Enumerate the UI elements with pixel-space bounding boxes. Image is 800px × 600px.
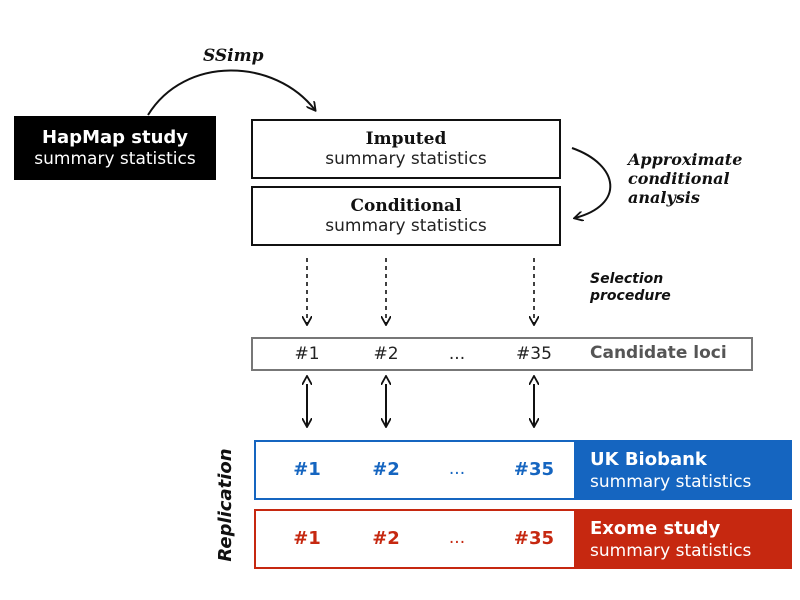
exome-row (254, 509, 578, 569)
exome-item-1: #1 (293, 528, 321, 549)
ukbiobank-item-ellipsis: ... (448, 459, 466, 479)
conditional-title: Conditional (350, 195, 462, 216)
exome-item-2: #2 (372, 528, 400, 549)
ukbiobank-label-box: UK Biobank summary statistics (574, 440, 792, 500)
ukbiobank-item-2: #2 (372, 459, 400, 480)
conditional-subtitle: summary statistics (325, 216, 487, 236)
approx-line-1: Approximate (628, 150, 743, 169)
hapmap-title: HapMap study (41, 127, 189, 148)
ssimp-arrow (147, 69, 315, 116)
exome-subtitle: summary statistics (590, 541, 752, 562)
selection-line-2: procedure (590, 287, 671, 304)
exome-item-ellipsis: ... (448, 528, 466, 548)
ukbiobank-subtitle: summary statistics (590, 472, 752, 493)
ssimp-label: SSimp (203, 46, 264, 66)
approx-label: Approximate conditional analysis (628, 150, 742, 208)
approx-arrow (571, 147, 612, 218)
imputed-title: Imputed (365, 128, 447, 149)
ukbiobank-title: UK Biobank (590, 449, 707, 470)
imputed-subtitle: summary statistics (325, 149, 487, 169)
exome-title: Exome study (590, 518, 721, 539)
imputed-box: Imputed summary statistics (251, 119, 561, 179)
exome-label-box: Exome study summary statistics (574, 509, 792, 569)
replication-label: Replication (215, 448, 237, 562)
candidate-item-35: #35 (516, 344, 552, 364)
candidate-item-2: #2 (373, 344, 399, 364)
candidate-item-1: #1 (294, 344, 320, 364)
ukbiobank-item-35: #35 (513, 459, 555, 480)
hapmap-box: HapMap study summary statistics (14, 116, 216, 180)
hapmap-subtitle: summary statistics (34, 148, 196, 169)
ukbiobank-row (254, 440, 578, 500)
conditional-box: Conditional summary statistics (251, 186, 561, 246)
approx-line-3: analysis (628, 188, 700, 208)
candidate-loci-label: Candidate loci (590, 343, 727, 363)
approx-line-2: conditional (628, 169, 730, 189)
candidate-loci-bar (251, 337, 753, 371)
selection-line-1: Selection (590, 271, 664, 287)
candidate-item-ellipsis: ... (448, 344, 466, 364)
exome-item-35: #35 (513, 528, 555, 549)
selection-label: Selection procedure (590, 271, 671, 305)
ukbiobank-item-1: #1 (293, 459, 321, 480)
